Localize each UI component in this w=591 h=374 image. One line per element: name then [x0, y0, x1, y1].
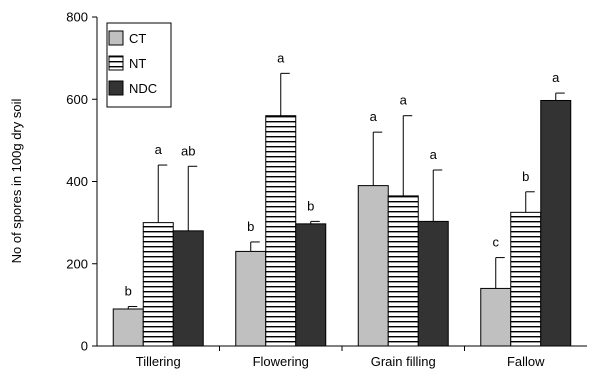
bar-ct-fallow [480, 287, 512, 347]
significance-letter: a [400, 93, 408, 108]
bar-ct-tillering [112, 308, 144, 347]
bar-ct-flowering [235, 250, 267, 347]
significance-letter: b [522, 169, 529, 184]
significance-letter: a [552, 70, 560, 85]
bar-ndc-grain-filling [417, 220, 449, 347]
legend-swatch-ndc [108, 80, 124, 96]
bar-nt-grain-filling [387, 195, 419, 347]
bar-ndc-fallow [540, 99, 572, 347]
x-tick-label: Fallow [507, 354, 545, 369]
y-tick-label: 200 [66, 256, 88, 271]
x-tick-label: Tillering [136, 354, 181, 369]
y-tick-label: 600 [66, 92, 88, 107]
bar-ndc-flowering [295, 223, 327, 347]
x-axis: Tillering Flowering Grain filling Fallow [136, 346, 545, 369]
significance-letter: a [370, 109, 378, 124]
significance-letter: b [307, 198, 314, 213]
y-axis-label: No of spores in 100g dry soil [9, 99, 24, 264]
legend-label-ndc: NDC [129, 81, 157, 96]
legend-label-nt: NT [129, 56, 146, 71]
legend: CT NT NDC [106, 22, 172, 108]
x-tick-label: Grain filling [371, 354, 436, 369]
significance-letter: a [155, 142, 163, 157]
significance-letter: b [125, 284, 132, 299]
bar-nt-tillering [142, 222, 174, 347]
bar-ndc-tillering [172, 230, 204, 347]
legend-swatch-ct [108, 30, 124, 46]
legend-label-ct: CT [129, 31, 146, 46]
axes-lines [96, 17, 587, 347]
bar-nt-fallow [510, 211, 542, 347]
significance-letter: ab [181, 143, 195, 158]
y-tick-label: 400 [66, 174, 88, 189]
bar-nt-flowering [265, 115, 297, 347]
bar-ct-grain-filling [357, 185, 389, 347]
legend-swatch-nt [108, 55, 124, 71]
significance-letter: a [430, 147, 438, 162]
significance-letter: b [247, 219, 254, 234]
y-tick-label: 0 [81, 339, 88, 354]
significance-letter: c [493, 235, 500, 250]
x-tick-label: Flowering [253, 354, 309, 369]
significance-letter: a [277, 50, 285, 65]
y-axis: 0 200 400 600 800 [66, 10, 97, 354]
y-tick-label: 800 [66, 10, 88, 25]
